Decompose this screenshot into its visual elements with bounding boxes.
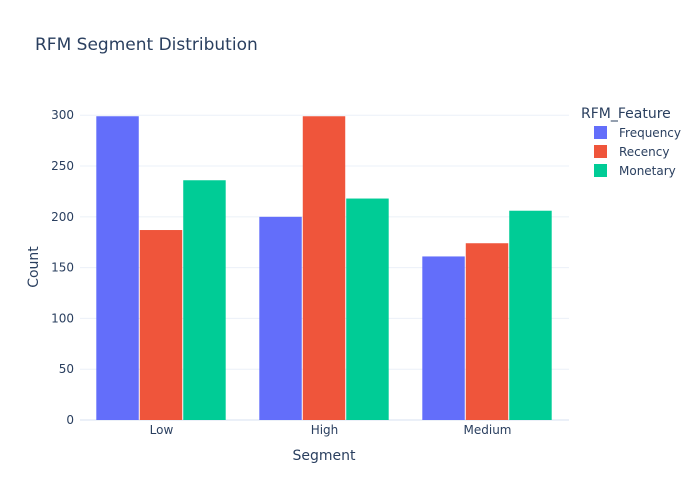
x-tick-label: High <box>311 423 339 437</box>
y-tick-label: 250 <box>51 159 74 173</box>
bar-frequency-high <box>259 216 302 420</box>
bar-recency-medium <box>465 243 509 420</box>
y-axis-ticks: 0 50 100 150 200 250 300 <box>51 108 74 427</box>
bar-monetary-low <box>183 180 226 420</box>
legend-swatch-monetary <box>594 164 607 177</box>
y-tick-label: 200 <box>51 210 74 224</box>
bar-frequency-medium <box>422 256 465 420</box>
y-tick-label: 300 <box>51 108 74 122</box>
bar-recency-low <box>139 230 183 420</box>
bar-recency-high <box>302 116 346 420</box>
y-tick-label: 0 <box>66 413 74 427</box>
x-axis-title: Segment <box>293 448 357 464</box>
bar-monetary-high <box>346 198 389 420</box>
bar-frequency-low <box>96 116 139 420</box>
y-axis-title: Count <box>26 246 42 288</box>
x-axis-ticks: Low High Medium <box>150 423 512 437</box>
x-tick-label: Medium <box>464 423 512 437</box>
y-tick-label: 50 <box>59 362 74 376</box>
legend-label-monetary: Monetary <box>619 164 676 178</box>
y-tick-label: 100 <box>51 311 74 325</box>
legend-label-frequency: Frequency <box>619 126 681 140</box>
legend-swatch-recency <box>594 145 607 158</box>
legend-title: RFM_Feature <box>581 106 671 122</box>
bar-monetary-medium <box>509 210 552 420</box>
bars <box>96 116 552 420</box>
y-tick-label: 150 <box>51 261 74 275</box>
legend-label-recency: Recency <box>619 145 669 159</box>
legend-items: Frequency Recency Monetary <box>594 126 681 178</box>
legend: RFM_Feature Frequency Recency Monetary <box>581 106 681 178</box>
legend-swatch-frequency <box>594 126 607 139</box>
x-tick-label: Low <box>150 423 174 437</box>
chart-title: RFM Segment Distribution <box>35 35 258 55</box>
